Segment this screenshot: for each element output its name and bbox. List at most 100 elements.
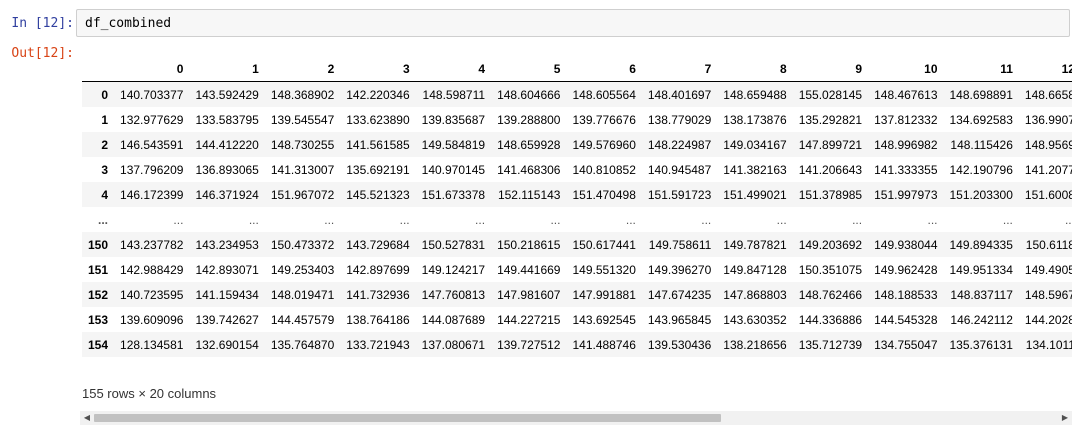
table-cell: 139.609096 — [120, 312, 184, 327]
table-cell: ... — [1064, 212, 1072, 227]
table-cell: 138.218656 — [723, 337, 787, 352]
table-cell: 140.723595 — [120, 287, 184, 302]
table-cell: 140.945487 — [647, 162, 712, 177]
table-cell: 148.996982 — [874, 137, 938, 152]
table-cell: 139.545547 — [270, 112, 335, 127]
table-cell: 144.457579 — [270, 312, 335, 327]
table-cell: 148.837117 — [950, 287, 1013, 302]
table-cell: 137.080671 — [421, 337, 486, 352]
table-cell: ... — [1002, 212, 1013, 227]
table-cell: 141.561585 — [346, 137, 410, 152]
scrollbar-thumb[interactable] — [94, 414, 721, 422]
dataframe-shape: 155 rows × 20 columns — [82, 386, 217, 401]
table-cell: 141.313007 — [270, 162, 335, 177]
table-cell: 150.6118 — [1025, 237, 1072, 252]
table-cell: 148.762466 — [798, 287, 863, 302]
table-cell: ... — [776, 212, 787, 227]
table-cell: 141.333355 — [874, 162, 938, 177]
table-cell: 139.727512 — [497, 337, 561, 352]
column-header-row: 0 1 2 3 4 5 6 7 8 9 10 11 12 — [82, 56, 1072, 82]
horizontal-scrollbar[interactable]: ◀ ▶ — [80, 411, 1072, 425]
table-cell: 150.218615 — [497, 237, 561, 252]
table-cell: 142.190796 — [949, 162, 1013, 177]
table-cell: 143.630352 — [723, 312, 787, 327]
table-cell: 150.617441 — [572, 237, 636, 252]
table-cell: 135.692191 — [346, 162, 410, 177]
table-cell: 148.401697 — [647, 87, 712, 102]
table-cell: 139.835687 — [421, 112, 486, 127]
column-header: 9 — [792, 56, 869, 82]
table-cell: 135.764870 — [270, 337, 335, 352]
table-cell: 140.970145 — [421, 162, 486, 177]
table-cell: 147.674235 — [647, 287, 712, 302]
table-cell: 144.2028 — [1024, 312, 1072, 327]
column-header: 5 — [491, 56, 567, 82]
table-cell: 149.962428 — [874, 262, 938, 277]
row-index: 1 — [101, 112, 109, 127]
table-cell: ... — [248, 212, 259, 227]
index-header-corner — [82, 56, 115, 82]
row-index: 4 — [101, 187, 109, 202]
table-cell: 150.351075 — [798, 262, 863, 277]
table-cell: 136.893065 — [195, 162, 259, 177]
table-cell: 135.712739 — [798, 337, 863, 352]
table-row: 153 139.609096 139.742627 144.457579 138.764… — [82, 307, 1072, 332]
column-header: 6 — [566, 56, 642, 82]
row-index: 154 — [88, 337, 109, 352]
table-cell: 149.576960 — [572, 137, 636, 152]
table-cell: 146.371924 — [195, 187, 259, 202]
table-cell: ... — [173, 212, 184, 227]
table-cell: 148.224987 — [647, 137, 712, 152]
table-cell: 141.2077 — [1024, 162, 1072, 177]
table-cell: 139.530436 — [647, 337, 712, 352]
table-cell: 141.159434 — [195, 287, 259, 302]
table-cell: 135.376131 — [949, 337, 1013, 352]
table-cell: ... — [927, 212, 938, 227]
row-index: 152 — [88, 287, 109, 302]
table-cell: 149.938044 — [874, 237, 938, 252]
table-cell: 144.087689 — [421, 312, 486, 327]
column-header: 4 — [415, 56, 492, 82]
table-cell: 145.521323 — [346, 187, 410, 202]
table-cell: 148.730255 — [270, 137, 335, 152]
column-header: 11 — [943, 56, 1019, 82]
table-cell: 139.742627 — [195, 312, 259, 327]
table-cell: 132.977629 — [120, 112, 184, 127]
code-text[interactable]: df_combined — [85, 16, 172, 31]
table-cell: 147.760813 — [421, 287, 486, 302]
table-cell: 151.203300 — [949, 187, 1013, 202]
table-row: 0 140.703377 143.592429 148.368902 142.22034… — [82, 81, 1072, 107]
table-cell: 148.9569 — [1024, 137, 1072, 152]
output-prompt: Out[12]: — [11, 46, 74, 61]
table-cell: ... — [701, 212, 712, 227]
table-cell: 151.997973 — [874, 187, 938, 202]
table-cell: 147.991881 — [572, 287, 636, 302]
table-cell: 146.242112 — [950, 312, 1013, 327]
table-cell: 144.412220 — [195, 137, 259, 152]
row-index: ... — [98, 212, 109, 227]
table-cell: 144.545328 — [874, 312, 938, 327]
table-cell: 143.729684 — [346, 237, 410, 252]
table-row: 3 137.796209 136.893065 141.313007 135.69219… — [82, 157, 1072, 182]
table-cell: 147.981607 — [497, 287, 561, 302]
scroll-right-icon[interactable]: ▶ — [1061, 413, 1069, 422]
row-index: 0 — [101, 87, 109, 102]
table-cell: 148.115426 — [950, 137, 1013, 152]
table-cell: 149.951334 — [949, 262, 1013, 277]
scroll-left-icon[interactable]: ◀ — [83, 413, 91, 422]
table-cell: 148.6658 — [1024, 87, 1072, 102]
table-cell: 134.692583 — [949, 112, 1013, 127]
table-cell: 147.899721 — [798, 137, 863, 152]
column-header: 7 — [641, 56, 718, 82]
table-row: 2 146.543591 144.412220 148.730255 141.56158… — [82, 132, 1072, 157]
table-cell: 142.897699 — [346, 262, 410, 277]
row-index: 151 — [88, 262, 109, 277]
input-prompt: In [12]: — [11, 16, 74, 31]
table-cell: 140.703377 — [120, 87, 184, 102]
table-cell: ... — [475, 212, 486, 227]
table-cell: 146.543591 — [120, 137, 184, 152]
code-input-cell[interactable]: df_combined — [76, 9, 1070, 37]
table-cell: 149.847128 — [723, 262, 787, 277]
table-cell: 149.124217 — [421, 262, 486, 277]
table-row: 154 128.134581 132.690154 135.764870 133.721… — [82, 332, 1072, 357]
